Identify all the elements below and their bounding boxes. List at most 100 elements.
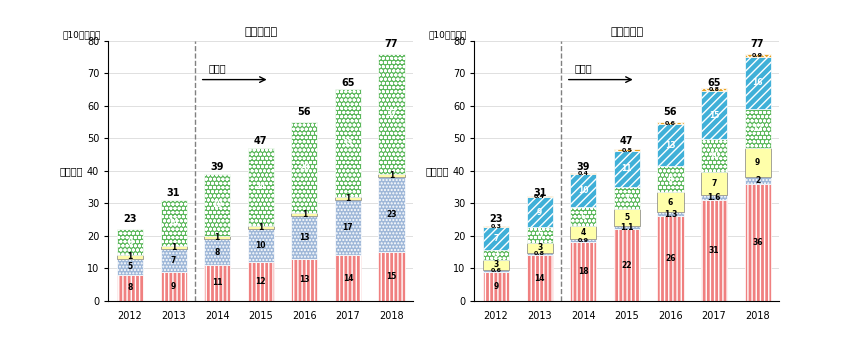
Bar — [248, 226, 274, 229]
Text: 56: 56 — [663, 107, 677, 117]
Bar — [614, 149, 640, 151]
Bar — [745, 177, 771, 184]
Text: 3: 3 — [494, 250, 499, 260]
Bar — [378, 53, 404, 174]
Text: 15: 15 — [709, 111, 720, 120]
Bar — [291, 216, 318, 259]
Text: 1: 1 — [389, 171, 394, 180]
Bar — [378, 252, 404, 301]
Text: 3: 3 — [537, 243, 542, 252]
Text: 0.5: 0.5 — [622, 147, 632, 152]
Bar — [248, 262, 274, 301]
Text: 22: 22 — [622, 261, 632, 269]
Text: 17: 17 — [343, 223, 353, 232]
Bar — [160, 200, 187, 245]
Text: 8: 8 — [215, 247, 220, 257]
Bar — [527, 197, 553, 227]
Text: 56: 56 — [298, 107, 311, 117]
Text: 8: 8 — [668, 175, 673, 184]
Text: 8: 8 — [127, 283, 132, 292]
Text: 0.3: 0.3 — [491, 224, 501, 229]
Bar — [483, 226, 509, 227]
Bar — [160, 245, 187, 249]
Text: 9: 9 — [494, 282, 499, 291]
Text: （10億ドル）: （10億ドル） — [62, 30, 100, 39]
Bar — [745, 148, 771, 177]
Title: 【分野別】: 【分野別】 — [244, 27, 277, 37]
Bar — [248, 229, 274, 262]
Text: 0.8: 0.8 — [534, 251, 546, 257]
Bar — [483, 250, 509, 260]
Text: 5: 5 — [537, 230, 542, 239]
Bar — [570, 207, 597, 226]
Text: 24: 24 — [255, 183, 266, 191]
Bar — [291, 122, 318, 213]
Text: 19: 19 — [212, 200, 223, 209]
Text: 47: 47 — [254, 136, 268, 146]
Text: 0.8: 0.8 — [708, 87, 720, 92]
Bar — [745, 184, 771, 301]
Bar — [614, 151, 640, 187]
Bar — [117, 229, 143, 255]
Text: 1: 1 — [346, 194, 351, 203]
Text: 12: 12 — [255, 277, 266, 286]
Bar — [483, 270, 509, 271]
Text: 39: 39 — [577, 162, 590, 172]
Text: 23: 23 — [489, 214, 503, 224]
Bar — [204, 239, 230, 265]
Text: 65: 65 — [341, 78, 355, 88]
Bar — [527, 255, 553, 301]
Text: 7: 7 — [711, 179, 717, 188]
Text: 8: 8 — [127, 238, 132, 247]
Text: 14: 14 — [168, 218, 179, 227]
Text: 1.1: 1.1 — [620, 223, 634, 232]
Bar — [335, 197, 361, 200]
Bar — [527, 243, 553, 253]
Text: 23: 23 — [386, 210, 397, 219]
Bar — [614, 226, 640, 229]
Text: 39: 39 — [210, 162, 224, 172]
Bar — [701, 172, 727, 195]
Bar — [378, 177, 404, 252]
Bar — [701, 88, 727, 91]
Text: 5: 5 — [624, 213, 630, 222]
Text: 31: 31 — [167, 188, 180, 198]
Bar — [701, 195, 727, 200]
Text: 0.6: 0.6 — [491, 268, 501, 273]
Text: 37: 37 — [386, 109, 397, 118]
Text: 1: 1 — [258, 223, 263, 232]
Bar — [701, 140, 727, 172]
Text: 予測値: 予測値 — [574, 63, 592, 73]
Text: 11: 11 — [622, 164, 632, 173]
Text: 10: 10 — [578, 186, 589, 195]
Text: 16: 16 — [753, 78, 763, 87]
Text: 26: 26 — [665, 254, 675, 263]
Text: 13: 13 — [299, 233, 310, 242]
Text: 6: 6 — [668, 198, 673, 207]
Text: 14: 14 — [534, 273, 545, 283]
Text: 2: 2 — [755, 176, 760, 185]
Bar — [614, 187, 640, 210]
Text: 11: 11 — [212, 279, 223, 287]
Text: 1.6: 1.6 — [708, 193, 721, 202]
Text: 13: 13 — [665, 141, 675, 150]
Bar — [204, 174, 230, 236]
Bar — [657, 122, 683, 124]
Bar — [291, 259, 318, 301]
Bar — [204, 265, 230, 301]
Bar — [117, 259, 143, 275]
Text: 0.4: 0.4 — [578, 171, 589, 176]
Text: 15: 15 — [386, 272, 397, 281]
Bar — [483, 271, 509, 301]
Text: 7: 7 — [171, 256, 177, 265]
Text: 0.9: 0.9 — [752, 53, 763, 58]
Bar — [614, 210, 640, 226]
Bar — [483, 227, 509, 250]
Bar — [657, 212, 683, 216]
Text: 7: 7 — [624, 194, 630, 202]
Bar — [335, 200, 361, 255]
Bar — [701, 91, 727, 140]
Bar — [527, 196, 553, 197]
Title: 【地域別】: 【地域別】 — [611, 27, 643, 37]
Text: 0.9: 0.9 — [578, 238, 589, 243]
